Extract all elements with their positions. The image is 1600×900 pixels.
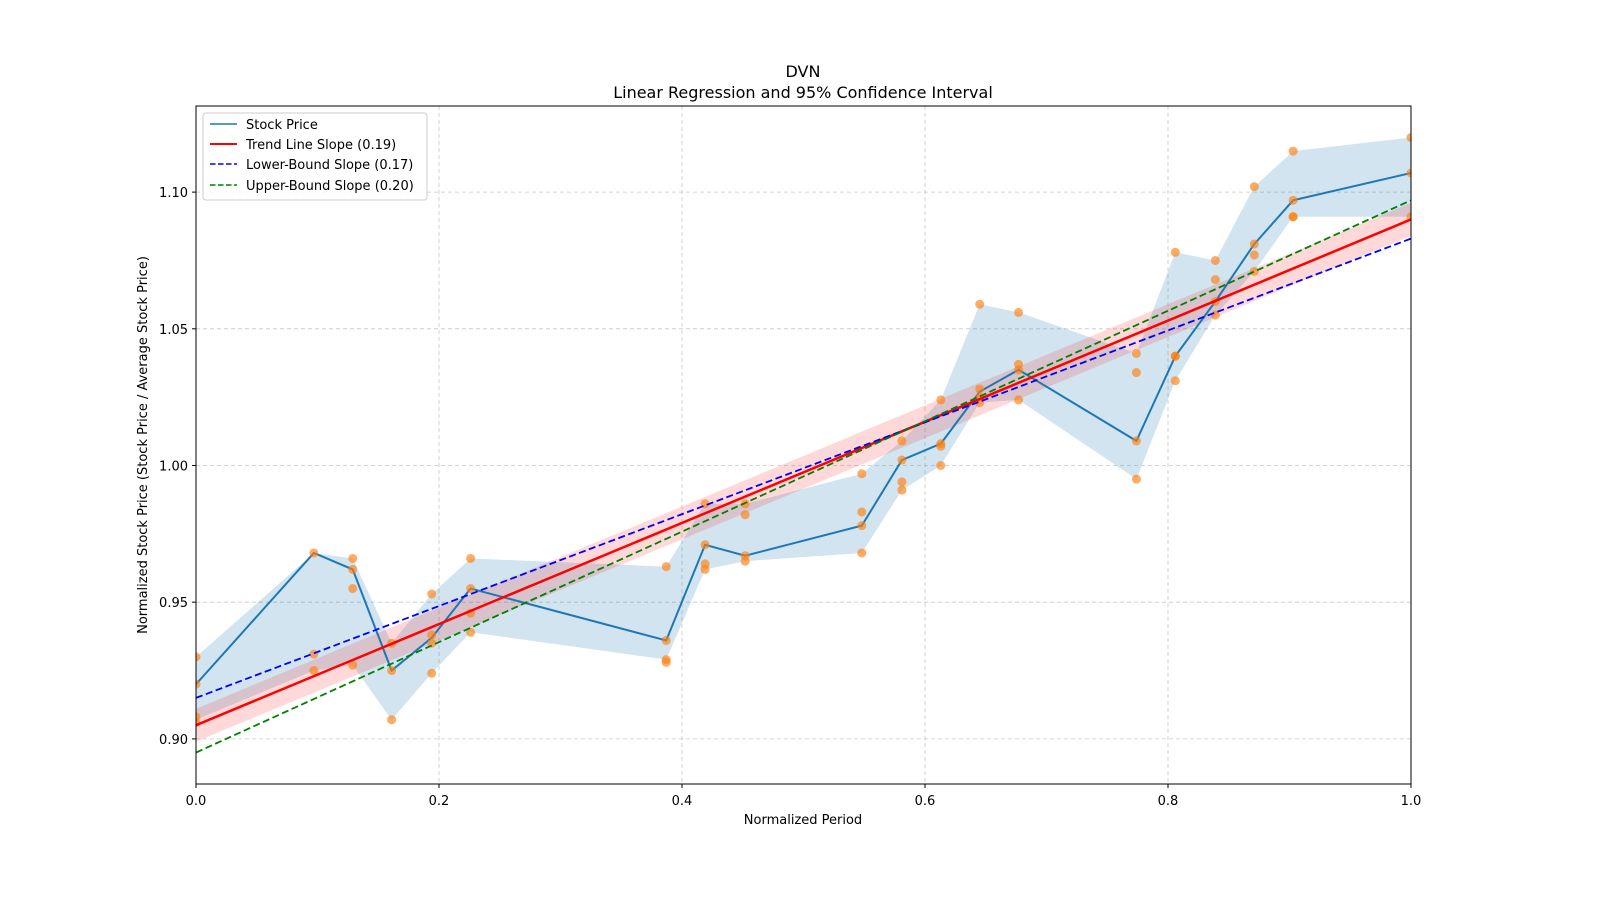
scatter-point bbox=[427, 638, 437, 648]
scatter-point bbox=[740, 510, 750, 520]
scatter-point bbox=[309, 649, 319, 659]
scatter-point bbox=[1131, 348, 1141, 358]
scatter-point bbox=[740, 556, 750, 566]
x-tick-label: 1.0 bbox=[1401, 794, 1422, 809]
plot-frame bbox=[195, 105, 1412, 785]
y-tick-label: 0.90 bbox=[159, 733, 188, 748]
scatter-point bbox=[387, 666, 397, 676]
scatter-point bbox=[466, 553, 476, 563]
upper-bound-line bbox=[196, 199, 1411, 754]
scatter-point bbox=[348, 564, 358, 574]
scatter-point bbox=[196, 652, 201, 662]
scatter-point bbox=[857, 507, 867, 517]
legend-label-stock-price: Stock Price bbox=[246, 118, 318, 133]
scatter-point bbox=[975, 299, 985, 309]
scatter-point bbox=[1131, 474, 1141, 484]
scatter-point bbox=[1288, 146, 1298, 156]
plot-area bbox=[196, 132, 1411, 754]
y-tick-label: 1.10 bbox=[159, 186, 188, 201]
y-tick-label: 0.95 bbox=[159, 596, 188, 611]
x-tick-label: 0.8 bbox=[1158, 794, 1179, 809]
scatter-point bbox=[1170, 247, 1180, 257]
scatter-point bbox=[936, 461, 946, 471]
legend-item-upper-bound: Upper-Bound Slope (0.20) bbox=[210, 179, 414, 194]
y-axis: 0.90 0.95 1.00 1.05 1.10 bbox=[159, 186, 196, 748]
scatter-point bbox=[1288, 195, 1298, 205]
legend-label-trend-line: Trend Line Slope (0.19) bbox=[245, 138, 396, 153]
x-axis-label: Normalized Period bbox=[744, 813, 862, 828]
scatter-point bbox=[1210, 275, 1220, 285]
legend-item-trend-line: Trend Line Slope (0.19) bbox=[210, 138, 396, 153]
scatter-point bbox=[700, 564, 710, 574]
scatter-point bbox=[466, 627, 476, 637]
x-tick-label: 0.6 bbox=[915, 794, 936, 809]
scatter-point bbox=[348, 584, 358, 594]
trend-line bbox=[196, 218, 1411, 727]
scatter-point bbox=[1249, 182, 1259, 192]
scatter-point bbox=[1014, 395, 1024, 405]
scatter-point bbox=[1288, 212, 1298, 222]
scatter-point bbox=[936, 441, 946, 451]
scatter-point bbox=[348, 553, 358, 563]
scatter-point bbox=[661, 635, 671, 645]
scatter-point bbox=[897, 436, 907, 446]
legend: Stock Price Trend Line Slope (0.19) Lowe… bbox=[202, 112, 428, 201]
scatter-point bbox=[857, 521, 867, 531]
lower-bound-line bbox=[196, 237, 1411, 699]
x-tick-label: 0.2 bbox=[429, 794, 450, 809]
stock-price-band bbox=[196, 137, 1411, 720]
y-axis-label: Normalized Stock Price (Stock Price / Av… bbox=[136, 256, 151, 634]
scatter-point bbox=[1170, 376, 1180, 386]
scatter-point bbox=[661, 562, 671, 572]
scatter-point bbox=[427, 589, 437, 599]
y-tick-label: 1.05 bbox=[159, 323, 188, 338]
scatter-point bbox=[196, 679, 201, 689]
scatter-point bbox=[466, 584, 476, 594]
y-tick-label: 1.00 bbox=[159, 460, 188, 475]
scatter-point bbox=[700, 540, 710, 550]
stock-price-line bbox=[196, 172, 1411, 685]
legend-label-upper-bound: Upper-Bound Slope (0.20) bbox=[246, 179, 414, 194]
legend-item-stock-price: Stock Price bbox=[210, 118, 318, 133]
scatter-point bbox=[857, 469, 867, 479]
x-axis: 0.0 0.2 0.4 0.6 0.8 1.0 bbox=[186, 784, 1422, 809]
scatter-point bbox=[857, 548, 867, 558]
scatter-point bbox=[309, 548, 319, 558]
scatter-point bbox=[897, 485, 907, 495]
scatter-point bbox=[427, 668, 437, 678]
scatter-point bbox=[309, 666, 319, 676]
scatter-point bbox=[1131, 368, 1141, 378]
scatter-point bbox=[1406, 132, 1411, 142]
scatter-point bbox=[1131, 436, 1141, 446]
scatter-point bbox=[1170, 351, 1180, 361]
chart-title: DVN bbox=[786, 62, 821, 81]
scatter-point bbox=[1014, 365, 1024, 375]
scatter-point bbox=[1406, 168, 1411, 178]
scatter-point bbox=[1014, 307, 1024, 317]
scatter-point bbox=[1210, 255, 1220, 265]
legend-label-lower-bound: Lower-Bound Slope (0.17) bbox=[246, 158, 413, 173]
scatter-point bbox=[936, 395, 946, 405]
legend-item-lower-bound: Lower-Bound Slope (0.17) bbox=[210, 158, 413, 173]
scatter-point bbox=[427, 630, 437, 640]
scatter-point bbox=[348, 660, 358, 670]
scatter-point bbox=[897, 477, 907, 487]
x-tick-label: 0.4 bbox=[672, 794, 693, 809]
scatter-point bbox=[1249, 266, 1259, 276]
scatter-point bbox=[1249, 239, 1259, 249]
legend-box bbox=[202, 112, 428, 201]
x-tick-label: 0.0 bbox=[186, 794, 207, 809]
scatter-point bbox=[661, 657, 671, 667]
scatter-point bbox=[897, 455, 907, 465]
chart-subtitle: Linear Regression and 95% Confidence Int… bbox=[613, 83, 993, 102]
scatter-point bbox=[1249, 250, 1259, 260]
scatter-point bbox=[387, 715, 397, 725]
scatter-point bbox=[975, 384, 985, 394]
